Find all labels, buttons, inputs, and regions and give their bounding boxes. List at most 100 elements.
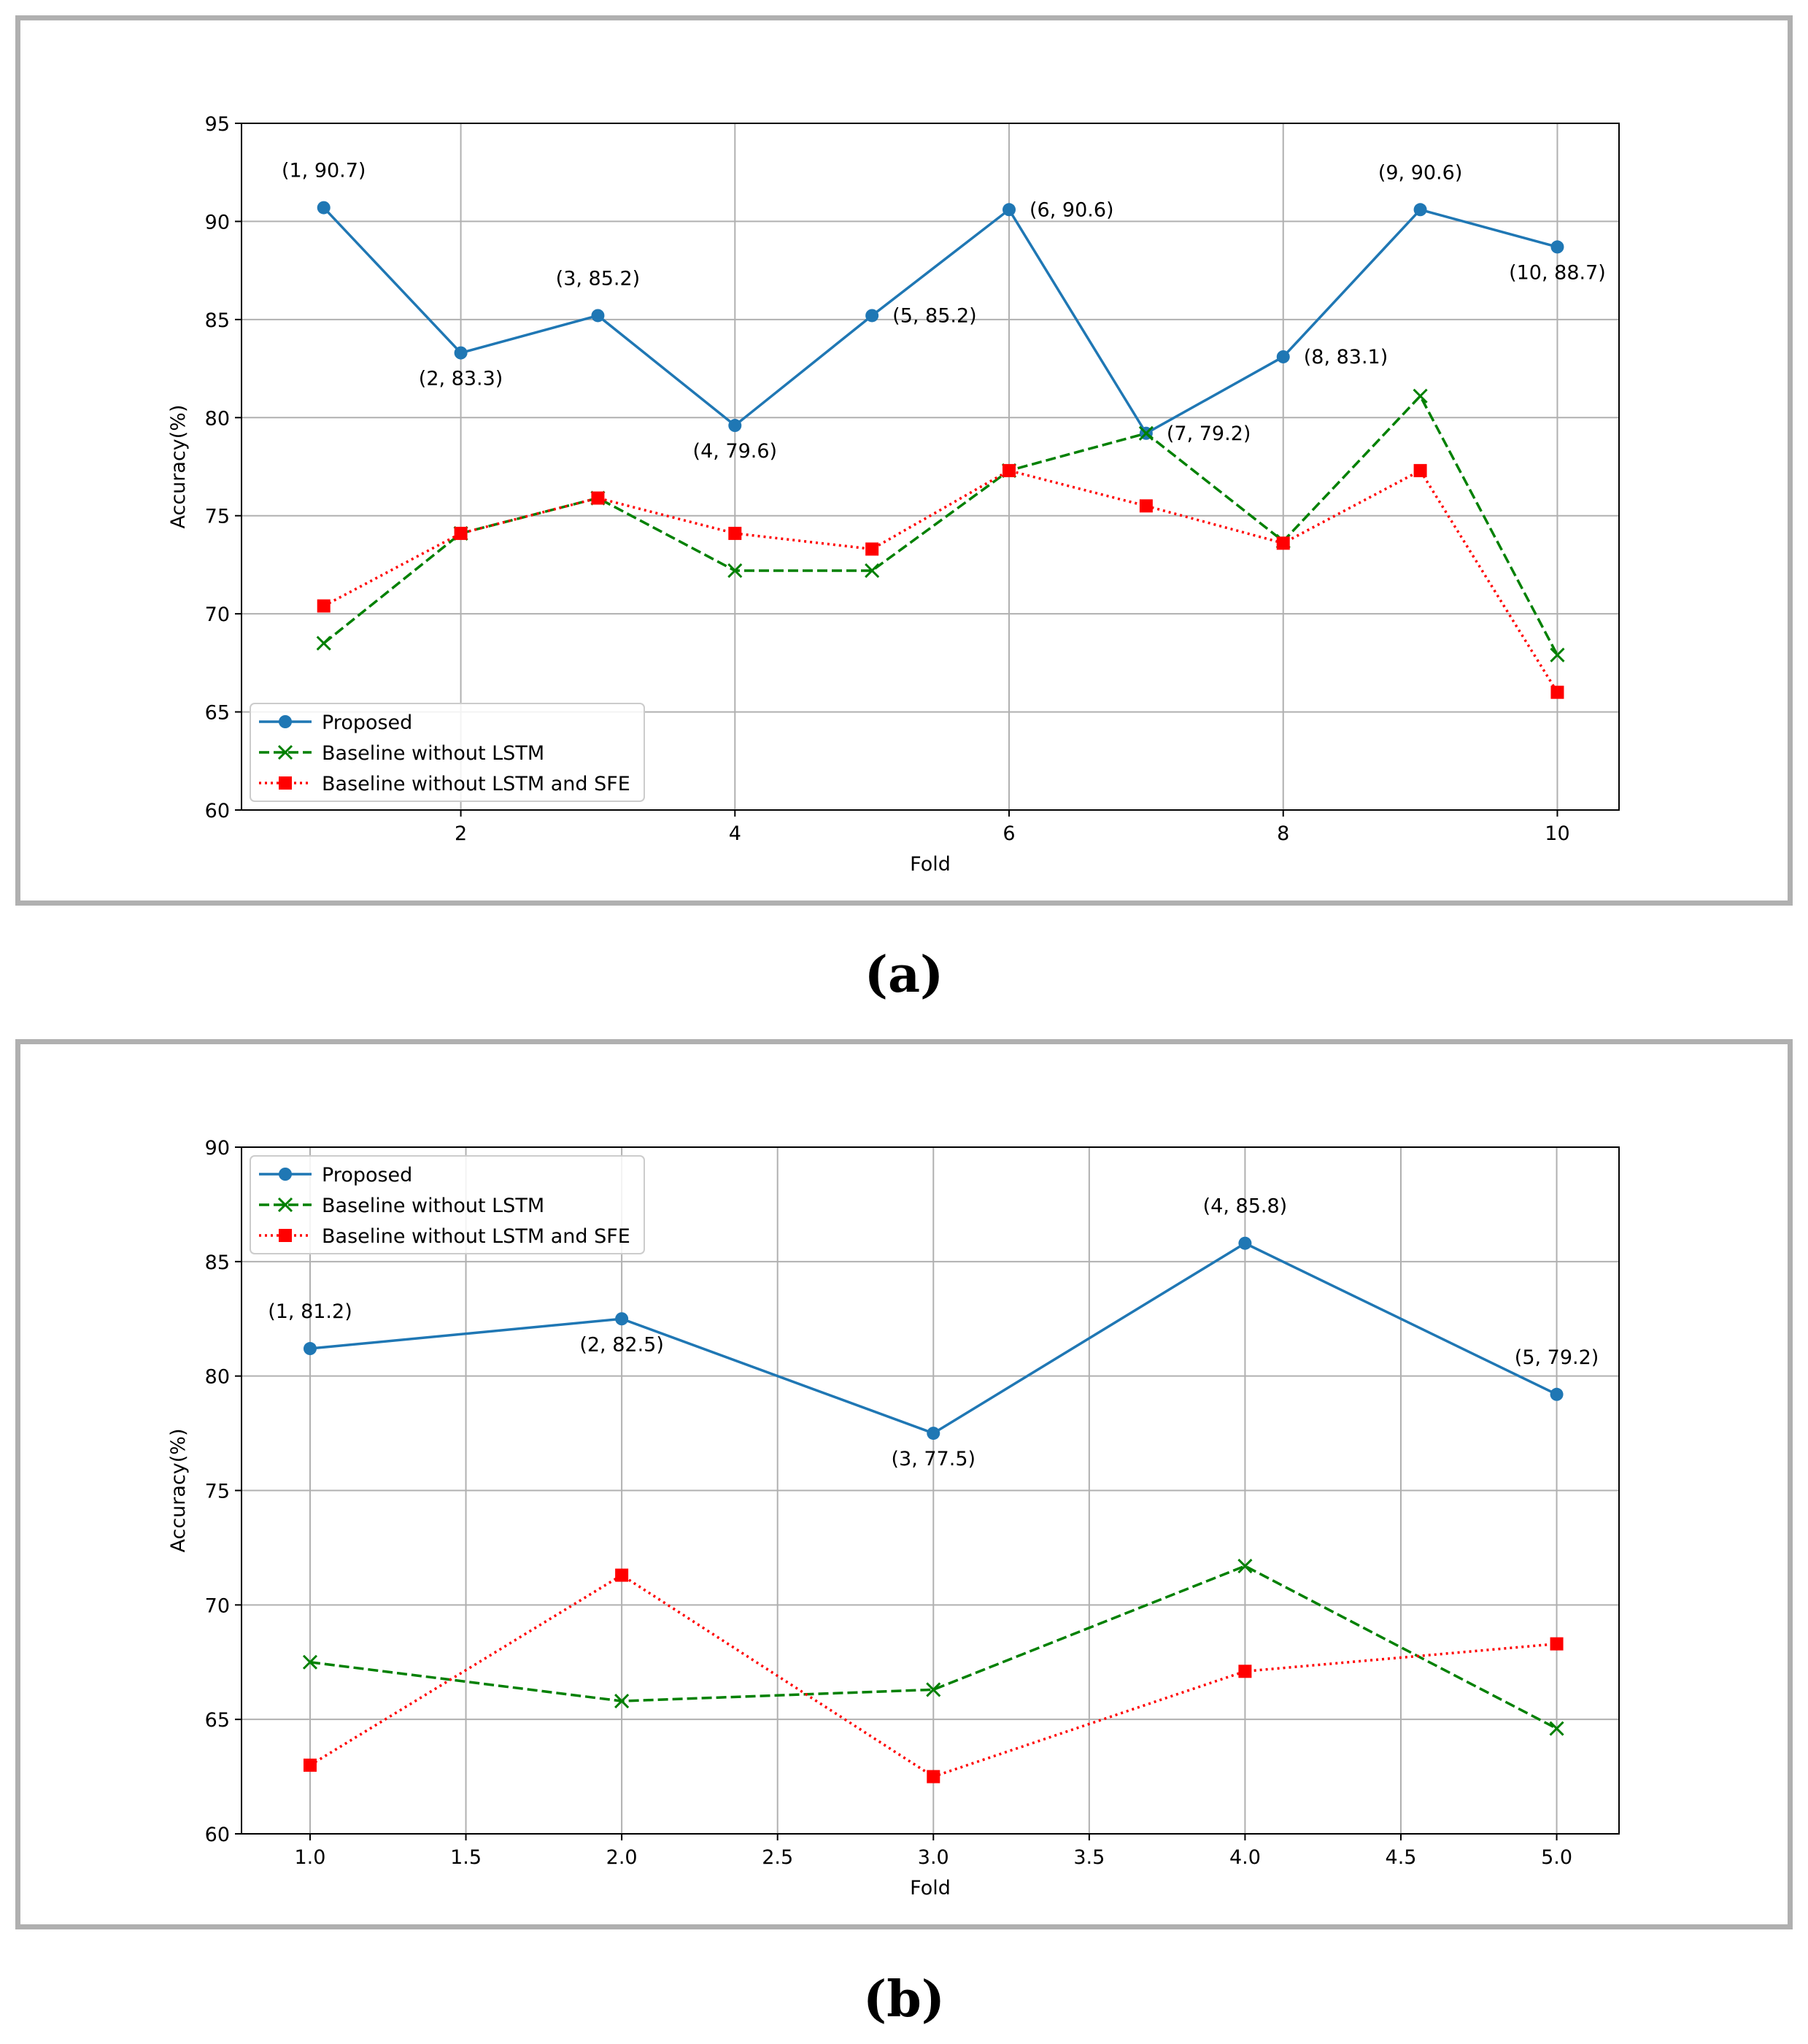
plot-frame xyxy=(241,123,1620,811)
data-label: (4, 85.8) xyxy=(1203,1195,1288,1218)
series-2-point xyxy=(591,491,605,505)
x-tick-label: 4 xyxy=(729,822,741,845)
x-tick-label: 4.5 xyxy=(1386,1846,1417,1869)
series-1-point xyxy=(316,636,331,651)
data-label: (3, 77.5) xyxy=(892,1448,976,1470)
legend-label-0: Proposed xyxy=(322,1164,412,1187)
series-2-point xyxy=(303,1758,317,1772)
data-label: (5, 85.2) xyxy=(892,304,977,327)
data-label: (2, 83.3) xyxy=(419,368,503,390)
series-2-point xyxy=(615,1568,629,1582)
x-tick-label: 8 xyxy=(1277,822,1289,845)
series-line-1 xyxy=(322,393,1559,656)
series-1-point xyxy=(926,1682,941,1697)
caption-a: (a) xyxy=(864,946,944,1004)
y-tick-label: 80 xyxy=(205,407,230,430)
y-tick-label: 85 xyxy=(205,1252,230,1274)
series-0-point xyxy=(865,309,879,323)
series-0-point xyxy=(927,1427,940,1441)
y-tick-label: 70 xyxy=(205,1594,230,1617)
series-1-point xyxy=(1550,647,1565,663)
series-1-point xyxy=(727,563,743,579)
data-label: (2, 82.5) xyxy=(579,1333,664,1356)
series-line-2 xyxy=(322,468,1558,693)
line-chart-b: 1.0 1.5 2.0 2.5 3.0 3.5 4.0 4.5 5.0 60 65 70 75 80 85 9… xyxy=(167,1137,1620,1900)
series-2-point xyxy=(728,526,742,540)
series-0-point xyxy=(1550,240,1564,254)
data-label: (5, 79.2) xyxy=(1515,1346,1599,1369)
chart-panel-b: 1.0 1.5 2.0 2.5 3.0 3.5 4.0 4.5 5.0 60 65 70 75 80 85 9… xyxy=(15,1039,1793,1929)
x-tick-label: 1.5 xyxy=(450,1846,482,1869)
data-label: (10, 88.7) xyxy=(1509,261,1606,284)
series-2-point xyxy=(1238,1665,1252,1678)
series-0-point xyxy=(303,1342,317,1356)
series-1-point xyxy=(1413,388,1428,404)
x-tick-label: 10 xyxy=(1545,822,1569,845)
chart-panel-a: 2 4 6 8 10 60 65 70 75 80 85 90 95 Fold Accuracy(%) (1,… xyxy=(15,15,1793,906)
y-tick-label: 90 xyxy=(205,1137,230,1160)
series-2-point xyxy=(927,1770,940,1783)
series-0-point xyxy=(454,346,468,360)
y-tick-label: 95 xyxy=(205,113,230,136)
x-tick-label: 4.0 xyxy=(1229,1846,1261,1869)
series-2-point xyxy=(1139,499,1153,513)
series-0-point xyxy=(1276,350,1290,363)
x-tick-label: 3.0 xyxy=(918,1846,949,1869)
series-1-point xyxy=(865,563,880,579)
legend-label-1: Baseline without LSTM xyxy=(322,742,544,765)
legend-marker-1 xyxy=(277,1197,293,1213)
legend-marker-2 xyxy=(279,776,292,790)
legend-label-2: Baseline without LSTM and SFE xyxy=(322,1225,630,1248)
data-label: (8, 83.1) xyxy=(1304,346,1388,369)
data-label: (1, 81.2) xyxy=(268,1300,352,1323)
series-2-point xyxy=(317,599,331,613)
series-1-point xyxy=(1237,1558,1253,1574)
series-0-point xyxy=(728,419,742,433)
y-tick-label: 70 xyxy=(205,603,230,626)
series-2-point xyxy=(454,526,468,540)
legend-box xyxy=(250,703,645,802)
legend-label-0: Proposed xyxy=(322,711,412,734)
series-2-point xyxy=(1002,463,1016,477)
legend-marker-1 xyxy=(277,744,293,760)
x-axis-label: Fold xyxy=(910,1877,951,1900)
legend-marker-0 xyxy=(279,715,292,728)
legend-marker-0 xyxy=(279,1168,292,1181)
series-0-point xyxy=(1413,203,1427,217)
series-0-point xyxy=(615,1312,629,1326)
series-0-point xyxy=(591,309,605,323)
y-tick-label: 65 xyxy=(205,1709,230,1732)
legend-marker-2 xyxy=(279,1229,292,1242)
data-label: (1, 90.7) xyxy=(282,160,366,182)
x-tick-label: 5.0 xyxy=(1541,1846,1572,1869)
data-label: (4, 79.6) xyxy=(693,440,778,463)
y-tick-label: 60 xyxy=(205,1824,230,1846)
y-tick-label: 90 xyxy=(205,211,230,234)
series-1-point xyxy=(1549,1721,1564,1736)
y-tick-label: 80 xyxy=(205,1366,230,1389)
y-tick-label: 85 xyxy=(205,309,230,332)
legend-box xyxy=(250,1155,645,1254)
y-tick-label: 60 xyxy=(205,800,230,822)
x-tick-label: 2 xyxy=(455,822,467,845)
series-0-point xyxy=(1550,1387,1564,1401)
line-chart-a: 2 4 6 8 10 60 65 70 75 80 85 90 95 Fold Accuracy(%) (1,… xyxy=(167,113,1620,876)
series-2-point xyxy=(1276,536,1290,550)
data-label: (7, 79.2) xyxy=(1167,423,1251,445)
data-label: (9, 90.6) xyxy=(1378,161,1463,184)
series-2-point xyxy=(1550,1637,1564,1651)
series-0-point xyxy=(1238,1236,1252,1250)
caption-b: (b) xyxy=(863,1970,945,2029)
x-tick-label: 2.0 xyxy=(606,1846,638,1869)
series-line-0 xyxy=(322,207,1558,436)
x-tick-label: 3.5 xyxy=(1073,1846,1105,1869)
x-axis-label: Fold xyxy=(910,853,951,876)
data-label: (6, 90.6) xyxy=(1029,198,1114,221)
y-axis-label: Accuracy(%) xyxy=(167,405,190,529)
series-1-point xyxy=(1138,425,1154,441)
series-0-point xyxy=(1002,203,1016,217)
series-line-1 xyxy=(309,1565,1558,1730)
y-axis-label: Accuracy(%) xyxy=(167,1429,190,1553)
series-0-point xyxy=(317,201,331,215)
series-1-point xyxy=(614,1694,630,1709)
